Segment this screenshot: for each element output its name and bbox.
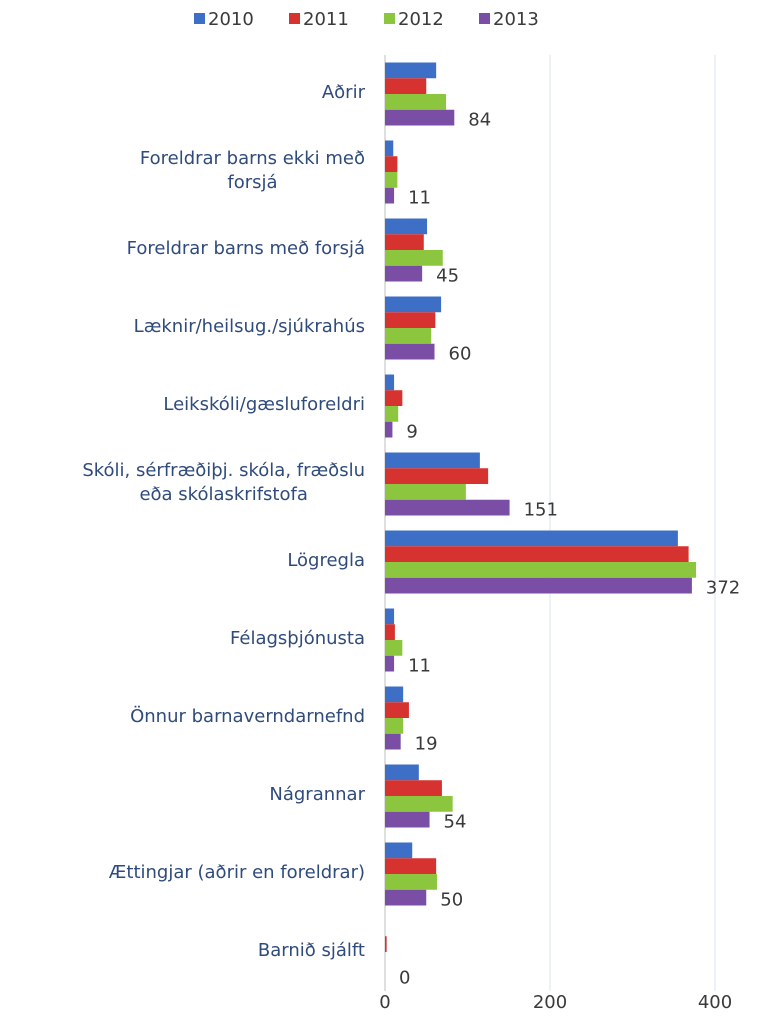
category-text: Læknir/heilsug./sjúkrahús	[133, 316, 365, 337]
legend-label: 2010	[208, 9, 254, 30]
bar	[385, 78, 427, 94]
bar	[385, 374, 395, 391]
category-text: Lögregla	[287, 550, 365, 571]
bar	[385, 624, 395, 640]
category-label: Foreldrar barns ekki með forsjá	[0, 147, 365, 195]
category-label: Leikskóli/gæsluforeldri	[0, 393, 365, 417]
legend-label: 2012	[398, 9, 444, 30]
bar	[385, 265, 423, 282]
bar	[385, 218, 428, 235]
bar	[385, 140, 394, 157]
bar	[385, 172, 398, 188]
category-text: Foreldrar barns með forsjá	[126, 238, 365, 259]
bar	[385, 421, 393, 438]
bar	[385, 780, 442, 796]
category-label: Læknir/heilsug./sjúkrahús	[0, 315, 365, 339]
category-text: Leikskóli/gæsluforeldri	[163, 394, 365, 415]
bar	[385, 452, 480, 469]
value-label: 9	[406, 422, 417, 443]
value-label: 11	[408, 656, 431, 677]
category-text: Önnur barnaverndarnefnd	[130, 706, 365, 727]
value-label: 19	[415, 734, 438, 755]
bar	[385, 328, 432, 344]
legend-label: 2013	[493, 9, 539, 30]
value-label: 84	[468, 110, 491, 131]
bar	[385, 234, 424, 250]
bar	[385, 62, 437, 79]
bar	[385, 718, 404, 734]
category-label: Skóli, sérfræðiþj. skóla, fræðslu eða sk…	[0, 459, 365, 507]
category-text: Aðrir	[321, 82, 365, 103]
bar	[385, 296, 442, 313]
bar	[385, 499, 510, 516]
bar	[385, 390, 403, 406]
bar	[385, 250, 443, 266]
category-label: Ættingjar (aðrir en foreldrar)	[0, 861, 365, 885]
value-label: 45	[436, 266, 459, 287]
legend-label: 2011	[303, 9, 349, 30]
value-label: 0	[399, 968, 410, 989]
bar	[385, 406, 399, 422]
bar	[385, 858, 437, 874]
bar	[385, 796, 453, 812]
category-text: Félagsþjónusta	[230, 628, 365, 649]
value-label: 60	[449, 344, 472, 365]
bar	[385, 702, 409, 718]
bar	[385, 343, 435, 360]
category-label: Foreldrar barns með forsjá	[0, 237, 365, 261]
category-text: Ættingjar (aðrir en foreldrar)	[108, 862, 365, 883]
category-label: Aðrir	[0, 81, 365, 105]
value-label: 11	[408, 188, 431, 209]
bar	[385, 640, 403, 656]
bar	[385, 764, 419, 781]
bar	[385, 577, 692, 594]
bar	[385, 842, 413, 859]
value-label: 372	[706, 578, 740, 599]
value-label: 50	[440, 890, 463, 911]
bar	[385, 546, 689, 562]
bar	[385, 608, 395, 625]
category-text: Foreldrar barns ekki með forsjá	[139, 148, 365, 193]
bar	[385, 655, 395, 672]
category-text: Barnið sjálft	[257, 940, 365, 961]
category-label: Félagsþjónusta	[0, 627, 365, 651]
bar	[385, 468, 489, 484]
legend-swatch	[194, 13, 205, 24]
legend-swatch	[479, 13, 490, 24]
bar	[385, 312, 436, 328]
legend-swatch	[384, 13, 395, 24]
category-text: Nágrannar	[269, 784, 365, 805]
bar	[385, 874, 437, 890]
bar	[385, 733, 401, 750]
bar	[385, 187, 395, 204]
bar	[385, 156, 398, 172]
category-text: Skóli, sérfræðiþj. skóla, fræðslu eða sk…	[82, 460, 365, 505]
bar	[385, 530, 678, 547]
category-label: Önnur barnaverndarnefnd	[0, 705, 365, 729]
x-tick-label: 0	[379, 992, 390, 1013]
bar	[385, 811, 430, 828]
value-label: 54	[444, 812, 467, 833]
x-tick-label: 200	[533, 992, 567, 1013]
bar	[385, 936, 387, 952]
legend-swatch	[289, 13, 300, 24]
bar	[385, 889, 427, 906]
value-label: 151	[524, 500, 558, 521]
bar	[385, 109, 455, 126]
bar	[385, 484, 466, 500]
category-label: Lögregla	[0, 549, 365, 573]
bar	[385, 686, 404, 703]
bar	[385, 94, 447, 110]
x-tick-label: 400	[698, 992, 732, 1013]
category-label: Barnið sjálft	[0, 939, 365, 963]
category-label: Nágrannar	[0, 783, 365, 807]
bar	[385, 562, 697, 578]
